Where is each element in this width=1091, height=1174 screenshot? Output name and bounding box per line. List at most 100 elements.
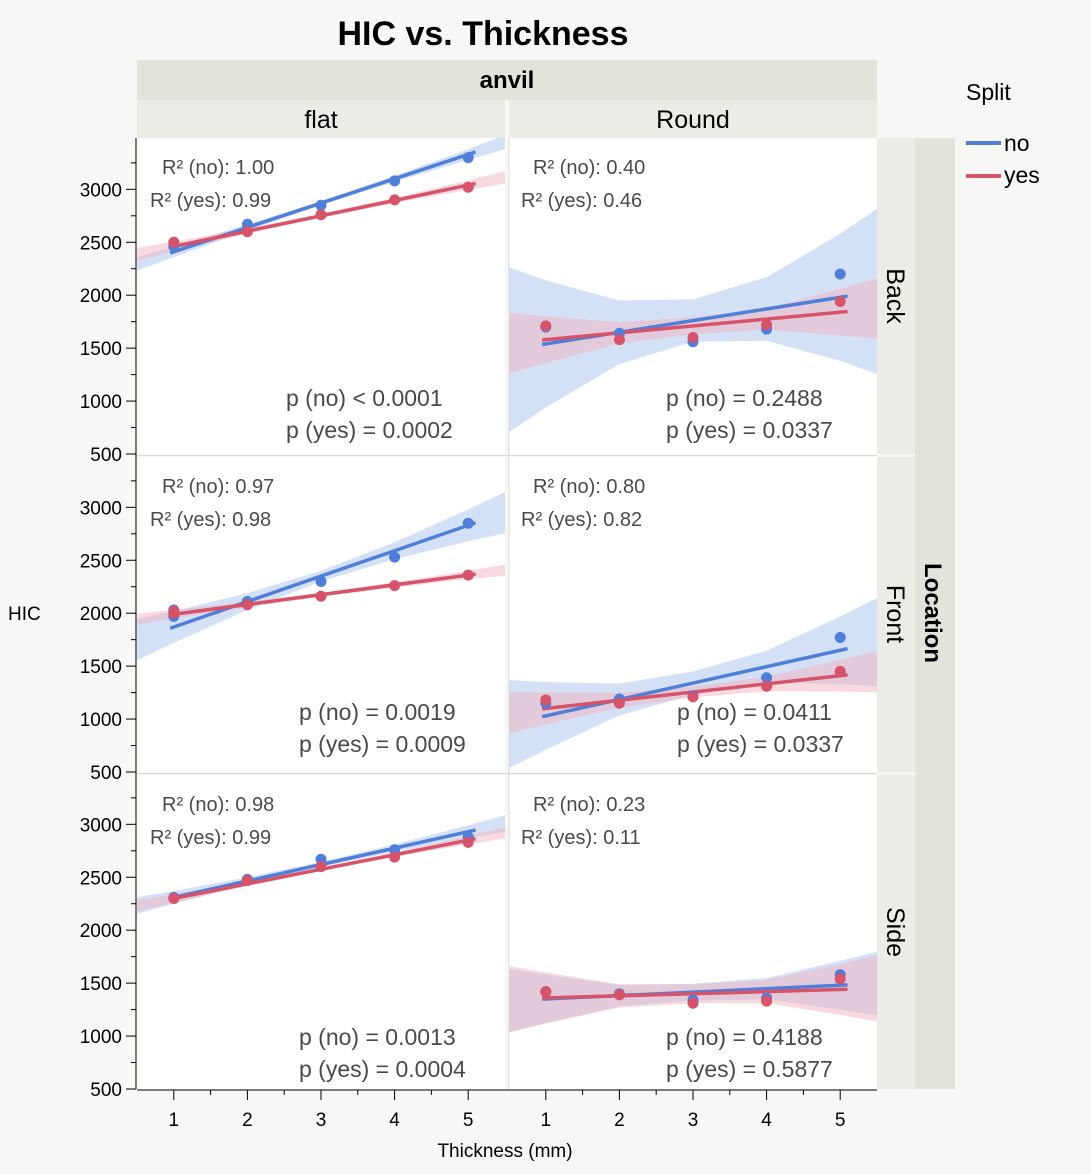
col-strip-round — [509, 100, 877, 138]
point-yes — [241, 874, 253, 886]
panel-plot-area — [137, 815, 505, 914]
panel-side-flat: R² (no): 0.98 R² (yes): 0.99 p (no) = 0.00… — [137, 775, 505, 1089]
panel-back-flat: R² (no): 1.00 R² (yes): 0.99 p (no) < 0.00… — [137, 138, 505, 454]
p-no-label: p (no) < 0.0001 — [286, 385, 443, 411]
row-label-back: Back — [881, 268, 909, 324]
y-axis-title: HIC — [8, 604, 41, 625]
x-tick-label: 3 — [316, 1110, 327, 1131]
panel-side-round: R² (no): 0.23 R² (yes): 0.11 p (no) = 0.41… — [509, 775, 877, 1089]
point-yes — [687, 332, 699, 344]
r2-yes-label: R² (yes): 0.82 — [521, 509, 642, 531]
y-tick-label: 2500 — [80, 551, 122, 572]
x-tick-label: 4 — [761, 1110, 772, 1131]
y-tick-label: 2000 — [80, 921, 122, 942]
point-yes — [540, 694, 552, 706]
point-no — [834, 268, 846, 280]
axes: 5001000150020002500300050010001500200025… — [80, 138, 877, 1131]
y-tick-label: 2500 — [80, 868, 122, 889]
y-tick-label: 1000 — [80, 710, 122, 731]
panel-plot-area — [509, 951, 877, 1033]
p-no-label: p (no) = 0.0019 — [299, 699, 456, 725]
point-yes — [389, 851, 401, 863]
point-no — [761, 672, 773, 684]
row-strip-side — [877, 775, 915, 1089]
r2-yes-label: R² (yes): 0.99 — [150, 190, 271, 212]
r2-yes-label: R² (yes): 0.46 — [521, 190, 642, 212]
r2-no-label: R² (no): 0.97 — [162, 476, 274, 498]
point-yes — [761, 319, 773, 331]
p-yes-label: p (yes) = 0.0004 — [299, 1056, 466, 1082]
p-yes-label: p (yes) = 0.0002 — [286, 417, 453, 443]
point-yes — [613, 697, 625, 709]
panels: R² (no): 1.00 R² (yes): 0.99 p (no) < 0.00… — [137, 138, 877, 1089]
panel-plot-area — [509, 598, 877, 769]
row-strip-front — [877, 457, 915, 772]
p-yes-label: p (yes) = 0.0337 — [666, 417, 833, 443]
y-tick-label: 2500 — [80, 233, 122, 254]
point-yes — [834, 665, 846, 677]
r2-no-label: R² (no): 1.00 — [162, 157, 274, 179]
p-yes-label: p (yes) = 0.5877 — [666, 1056, 833, 1082]
row-group-label: Location — [919, 563, 946, 663]
y-tick-label: 3000 — [80, 180, 122, 201]
y-tick-label: 1000 — [80, 1027, 122, 1048]
fit-line-yes — [541, 309, 848, 342]
row-label-front: Front — [881, 585, 909, 643]
x-tick-label: 3 — [688, 1110, 699, 1131]
y-tick-label: 3000 — [80, 498, 122, 519]
legend-label-no: no — [1004, 130, 1030, 156]
point-yes — [315, 590, 327, 602]
point-yes — [315, 861, 327, 873]
point-yes — [168, 892, 180, 904]
point-yes — [462, 181, 474, 193]
p-no-label: p (no) = 0.0411 — [677, 699, 832, 725]
point-yes — [389, 580, 401, 592]
point-yes — [834, 296, 846, 308]
y-tick-label: 1500 — [80, 657, 122, 678]
point-no — [462, 517, 474, 529]
point-yes — [315, 209, 327, 221]
p-no-label: p (no) = 0.4188 — [666, 1024, 823, 1050]
panel-background — [137, 775, 505, 1089]
r2-yes-label: R² (yes): 0.98 — [150, 509, 271, 531]
panel-plot-area — [137, 138, 505, 271]
y-tick-label: 500 — [90, 1080, 122, 1101]
point-yes — [168, 605, 180, 617]
panel-front-round: R² (no): 0.80 R² (yes): 0.82 p (no) = 0.04… — [509, 457, 877, 772]
panel-front-flat: R² (no): 0.97 R² (yes): 0.98 p (no) = 0.00… — [137, 457, 505, 772]
point-yes — [241, 226, 253, 238]
x-tick-label: 1 — [169, 1110, 180, 1131]
x-tick-label: 2 — [242, 1110, 253, 1131]
point-yes — [687, 691, 699, 703]
point-no — [315, 575, 327, 587]
fit-line-no — [169, 521, 477, 630]
row-group-strip — [915, 138, 955, 1089]
p-no-label: p (no) = 0.2488 — [666, 385, 823, 411]
r2-yes-label: R² (yes): 0.99 — [150, 827, 271, 849]
y-tick-label: 2000 — [80, 286, 122, 307]
p-yes-label: p (yes) = 0.0337 — [677, 731, 844, 757]
point-yes — [389, 194, 401, 206]
point-no — [315, 199, 327, 211]
col-label-round: Round — [656, 106, 730, 134]
panel-plot-area — [137, 492, 505, 661]
panel-background — [509, 775, 877, 1089]
x-axis-title: Thickness (mm) — [437, 1141, 572, 1162]
x-tick-label: 5 — [463, 1110, 474, 1131]
y-tick-label: 1000 — [80, 392, 122, 413]
y-tick-label: 3000 — [80, 815, 122, 836]
point-yes — [462, 569, 474, 581]
point-yes — [761, 680, 773, 692]
col-label-flat: flat — [304, 106, 337, 134]
point-yes — [241, 599, 253, 611]
point-yes — [613, 334, 625, 346]
col-group-label: anvil — [480, 67, 535, 94]
row-label-side: Side — [881, 907, 909, 957]
legend-title: Split — [966, 79, 1011, 105]
point-no — [389, 175, 401, 187]
point-yes — [540, 320, 552, 332]
fit-line-yes — [542, 987, 848, 1000]
y-tick-label: 2000 — [80, 604, 122, 625]
row-strip-back — [877, 138, 915, 454]
